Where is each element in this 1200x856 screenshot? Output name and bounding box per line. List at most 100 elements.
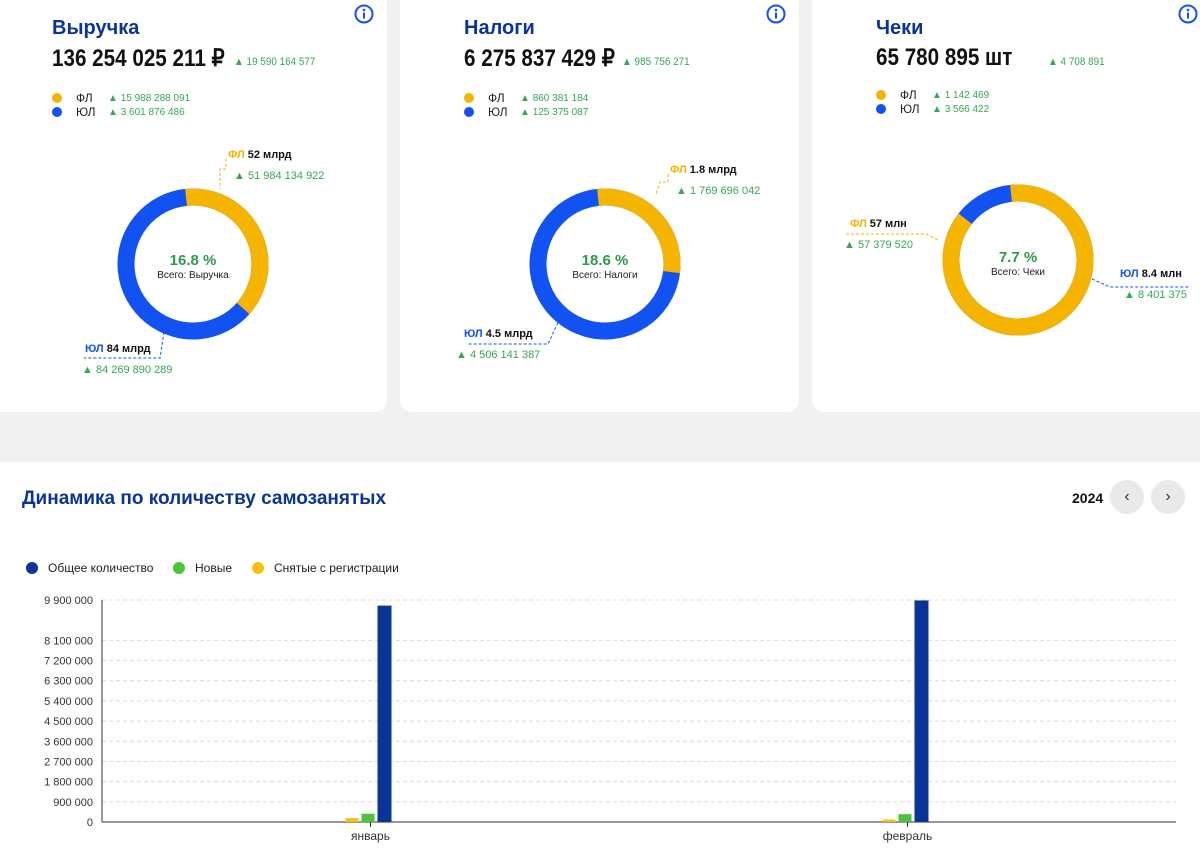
info-icon[interactable] [354, 4, 374, 24]
callout-fl: ФЛ 1.8 млрд [670, 164, 737, 176]
legend-label: ФЛ [488, 91, 505, 105]
callout-delta: ▲ 1 769 696 042 [676, 185, 761, 197]
legend-fl: ФЛ ▲ 15 988 288 091 [52, 91, 190, 105]
legend-label: ЮЛ [488, 105, 508, 119]
callout-amount: 52 млрд [247, 149, 292, 161]
x-tick-label: февраль [883, 829, 933, 843]
card-value: 65 780 895 шт [876, 44, 1013, 71]
legend-dot [876, 90, 886, 100]
dynamics-title: Динамика по количеству самозанятых [22, 488, 387, 509]
y-tick-label: 6 300 000 [44, 676, 93, 688]
card-title: Чеки [876, 17, 924, 39]
callout-tag: ЮЛ [1120, 268, 1139, 280]
revenue-card: Выручка 136 254 025 211 ₽ ▲ 19 590 164 5… [0, 0, 387, 412]
legend-ul: ЮЛ ▲ 3 601 876 486 [52, 105, 185, 119]
callout-leader-ul [468, 317, 561, 345]
card-delta: ▲ 19 590 164 577 [234, 56, 316, 68]
legend-fl: ФЛ ▲ 860 381 184 [464, 91, 588, 105]
legend-fl: ФЛ ▲ 1 142 469 [876, 88, 989, 102]
card-delta-value: 4 708 891 [1060, 56, 1105, 68]
year-label: 2024 [1072, 490, 1104, 506]
legend-dot [52, 93, 62, 103]
y-tick-label: 3 600 000 [44, 736, 93, 748]
callout-ul: ЮЛ 4.5 млрд [464, 328, 533, 340]
legend-delta: ▲ 125 375 087 [520, 106, 589, 118]
chevron-left-icon: ‹ [1124, 488, 1130, 505]
callout-ul: ЮЛ 8.4 млн [1120, 268, 1182, 280]
callout-fl: ФЛ 57 млн [850, 218, 907, 230]
callout-tag: ФЛ [228, 149, 245, 161]
y-tick-label: 0 [87, 817, 93, 829]
legend-label: Общее количество [48, 561, 154, 575]
callout-amount: 57 млн [869, 218, 907, 230]
callout-delta: ▲ 57 379 520 [844, 239, 914, 251]
donut-center-percent: 7.7 % [998, 249, 1038, 266]
legend-removed[interactable]: Снятые с регистрации [252, 561, 399, 575]
x-tick-label: январь [351, 829, 390, 843]
legend-dot [52, 107, 62, 117]
bar-new[interactable] [898, 814, 912, 822]
legend-dot [173, 562, 185, 574]
legend-delta: ▲ 1 142 469 [932, 89, 990, 101]
card-delta: ▲ 985 756 271 [622, 56, 690, 68]
callout-fl: ФЛ 52 млрд [228, 149, 292, 161]
legend-new[interactable]: Новые [173, 561, 232, 575]
donut-center-label: Всего: Чеки [991, 267, 1045, 278]
callout-delta: ▲ 84 269 890 289 [82, 364, 173, 376]
callout-leader-fl [655, 174, 669, 195]
legend-delta: ▲ 3 601 876 486 [108, 106, 185, 118]
legend-label: ЮЛ [76, 105, 96, 119]
callout-amount: 4.5 млрд [485, 328, 533, 340]
bar-removed[interactable] [882, 819, 896, 822]
donut-center-percent: 16.8 % [169, 252, 217, 269]
card-value: 6 275 837 429 ₽ [464, 45, 615, 72]
y-tick-label: 5 400 000 [44, 696, 93, 708]
prev-year-button[interactable]: ‹ [1110, 480, 1144, 514]
card-title: Налоги [464, 17, 535, 39]
legend-delta: ▲ 15 988 288 091 [108, 92, 191, 104]
taxes-card: Налоги 6 275 837 429 ₽ ▲ 985 756 271 ФЛ ▲… [400, 0, 799, 412]
callout-tag: ФЛ [850, 218, 867, 230]
bar-total[interactable] [377, 605, 392, 822]
callout-amount: 1.8 млрд [689, 164, 737, 176]
legend-delta: ▲ 860 381 184 [520, 92, 589, 104]
info-icon[interactable] [1178, 4, 1198, 24]
card-delta: ▲ 4 708 891 [1048, 56, 1105, 68]
y-tick-label: 1 800 000 [44, 777, 93, 789]
legend-dot [464, 107, 474, 117]
legend-total[interactable]: Общее количество [26, 561, 153, 575]
y-tick-label: 9 900 000 [44, 595, 93, 607]
callout-delta: ▲ 4 506 141 387 [456, 349, 541, 361]
legend-dot [876, 104, 886, 114]
donut-center-label: Всего: Выручка [157, 270, 229, 281]
callout-delta: ▲ 8 401 375 [1124, 289, 1187, 301]
info-icon[interactable] [766, 4, 786, 24]
legend-label: ЮЛ [900, 102, 920, 116]
legend-label: Снятые с регистрации [274, 561, 399, 575]
donut-segment-fl[interactable] [117, 188, 269, 340]
legend-ul: ЮЛ ▲ 3 566 422 [876, 102, 989, 116]
donut-chart [529, 188, 681, 340]
next-year-button[interactable]: › [1151, 480, 1185, 514]
callout-leader-ul [84, 331, 165, 359]
chevron-right-icon: › [1165, 488, 1171, 505]
callout-amount: 8.4 млн [1141, 268, 1182, 280]
y-tick-label: 900 000 [53, 797, 93, 809]
callout-leader-fl [846, 233, 939, 241]
card-delta-value: 19 590 164 577 [246, 56, 316, 68]
donut-center-percent: 18.6 % [581, 252, 629, 269]
y-tick-label: 2 700 000 [44, 756, 93, 768]
bar-removed[interactable] [345, 818, 359, 822]
donut-chart [117, 188, 269, 340]
card-value: 136 254 025 211 ₽ [52, 45, 225, 72]
callout-ul: ЮЛ 84 млрд [85, 343, 151, 355]
legend-delta: ▲ 3 566 422 [932, 103, 990, 115]
y-tick-label: 4 500 000 [44, 716, 93, 728]
y-tick-label: 7 200 000 [44, 656, 93, 668]
legend-dot [464, 93, 474, 103]
bar-total[interactable] [914, 600, 929, 822]
card-title: Выручка [52, 17, 140, 39]
callout-tag: ЮЛ [464, 328, 483, 340]
bar-new[interactable] [361, 813, 375, 822]
legend-label: ФЛ [76, 91, 93, 105]
